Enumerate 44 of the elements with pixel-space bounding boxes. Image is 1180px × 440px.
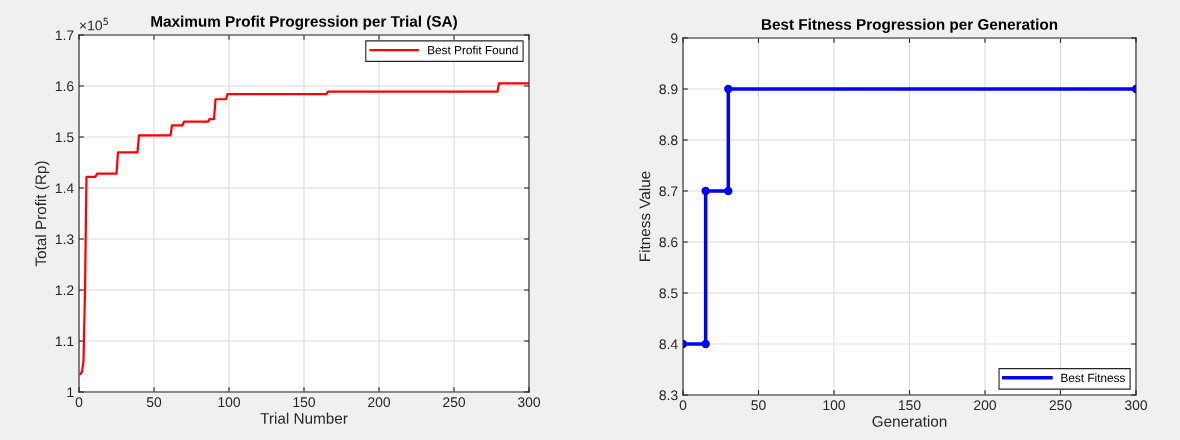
- y-tick-label: 1.2: [55, 285, 74, 296]
- y-tick-label: 8.5: [659, 288, 678, 299]
- x-tick-label: 150: [293, 397, 316, 408]
- x-tick-label: 300: [1124, 400, 1148, 411]
- y-tick-label: 8.4: [659, 339, 678, 350]
- x-tick-label: 250: [443, 397, 466, 408]
- x-axis-title: Generation: [872, 415, 947, 427]
- x-tick-label: 100: [218, 397, 241, 408]
- y-axis-title: Fitness Value: [639, 171, 651, 261]
- y-tick-label: 1.6: [55, 81, 74, 92]
- legend-label: Best Fitness: [1061, 373, 1125, 383]
- legend-label: Best Profit Found: [428, 45, 518, 55]
- chart-title: Best Fitness Progression per Generation: [761, 18, 1058, 33]
- y-tick-label: 9: [671, 33, 678, 44]
- y-tick-label: 8.6: [659, 237, 678, 248]
- x-tick-label: 50: [146, 397, 162, 408]
- x-tick-label: 200: [974, 400, 997, 411]
- x-tick-label: 250: [1049, 400, 1072, 411]
- y-tick-label: 8.3: [659, 390, 678, 401]
- y-tick-label: 1.3: [55, 234, 74, 245]
- x-axis-title: Trial Number: [260, 412, 348, 424]
- x-tick-label: 50: [751, 400, 766, 411]
- x-tick-label: 150: [898, 400, 921, 411]
- y-tick-label: 1.5: [55, 132, 74, 143]
- x-tick-label: 0: [75, 397, 83, 408]
- point: [724, 84, 733, 94]
- y-tick-label: 1.4: [55, 183, 74, 194]
- x-tick-label: 200: [368, 397, 391, 408]
- y-tick-label: 1.7: [55, 30, 74, 41]
- y-tick-label: 1.1: [55, 336, 74, 347]
- y-tick-label: 1: [67, 387, 74, 398]
- y-tick-label: 8.9: [659, 84, 678, 95]
- y-axis-title: Total Profit (Rp): [35, 161, 50, 267]
- point: [701, 186, 710, 196]
- x-tick-label: 300: [517, 397, 541, 408]
- x-tick-label: 0: [679, 400, 687, 411]
- x-tick-label: 100: [823, 400, 846, 411]
- y-tick-label: 8.7: [659, 186, 678, 197]
- point: [701, 339, 710, 349]
- line-series: [79, 82, 529, 376]
- chart-title: Maximum Profit Progression per Trial (SA): [151, 15, 457, 30]
- point: [724, 186, 733, 196]
- y-tick-label: 8.8: [659, 135, 678, 146]
- text: ×10$^{5}$: [79, 17, 109, 31]
